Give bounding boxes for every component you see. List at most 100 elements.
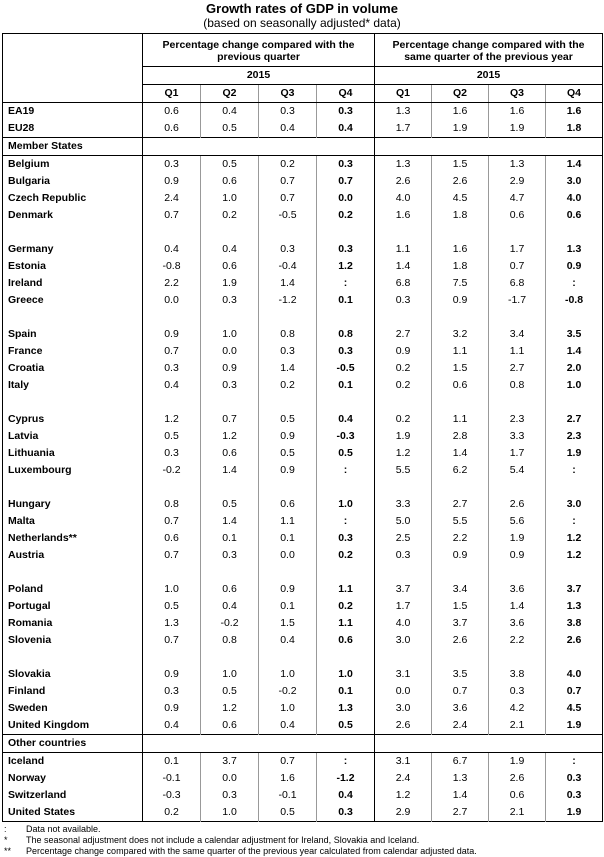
row-label: Germany — [8, 243, 54, 255]
value-cell: 3.2 — [431, 326, 489, 343]
value-cell: 2.9 — [374, 804, 432, 822]
value-cell: 0.7 — [200, 411, 259, 428]
table-row: Slovakia 0.9 1.0 1.0 1.0 3.1 3.5 3.8 4.0 — [3, 666, 603, 683]
table-row: Sweden 0.9 1.2 1.0 1.3 3.0 3.6 4.2 4.5 — [3, 700, 603, 717]
spacer-cell — [3, 309, 143, 326]
value-cell: 1.8 — [431, 258, 489, 275]
row-label: United States — [8, 806, 76, 818]
value-cell: 0.5 — [200, 496, 259, 513]
spacer-row — [3, 479, 603, 496]
value-cell: 0.1 — [258, 530, 317, 547]
value-cell: 3.8 — [488, 666, 546, 683]
value-cell: 2.1 — [488, 804, 546, 822]
value-cell: 0.7 — [316, 173, 375, 190]
value-cell: 4.7 — [488, 190, 546, 207]
value-cell: 0.5 — [200, 120, 259, 138]
value-cell: 0.2 — [142, 804, 201, 822]
value-cell: 0.3 — [142, 445, 201, 462]
value-cell: 2.7 — [544, 411, 603, 428]
value-cell: : — [544, 513, 603, 530]
value-cell: 0.1 — [200, 530, 259, 547]
value-cell: 0.3 — [200, 787, 259, 804]
value-cell: 2.4 — [142, 190, 201, 207]
footnote-symbol: ** — [4, 846, 12, 856]
table-row: Malta 0.7 1.4 1.1:5.0 5.5 5.6: — [3, 513, 603, 530]
spacer-cell — [431, 394, 489, 411]
value-cell: 0.6 — [488, 787, 546, 804]
value-cell: 0.4 — [316, 411, 375, 428]
value-cell: -0.1 — [142, 770, 201, 787]
value-cell: 5.5 — [431, 513, 489, 530]
spacer-cell — [3, 224, 143, 241]
value-cell: 0.4 — [258, 120, 317, 138]
table-row: Latvia 0.5 1.2 0.9 -0.3 1.9 2.8 3.3 2.3 — [3, 428, 603, 445]
spacer-cell — [258, 564, 317, 581]
spacer-cell — [431, 564, 489, 581]
row-label: Greece — [8, 294, 44, 306]
value-cell: 0.3 — [488, 683, 546, 700]
spacer-row — [3, 224, 603, 241]
spacer-cell — [544, 479, 603, 496]
value-cell: 4.0 — [374, 615, 432, 632]
header-year-2: 2015 — [373, 66, 603, 85]
value-cell: 0.0 — [200, 770, 259, 787]
value-cell: 1.4 — [374, 258, 432, 275]
value-cell: 0.3 — [316, 241, 375, 258]
value-cell: 0.6 — [200, 258, 259, 275]
table-row: Italy 0.4 0.3 0.2 0.1 0.2 0.6 0.8 1.0 — [3, 377, 603, 394]
spacer-cell — [200, 224, 259, 241]
table-row: Spain 0.9 1.0 0.8 0.8 2.7 3.2 3.4 3.5 — [3, 326, 603, 343]
value-cell: 0.0 — [374, 683, 432, 700]
value-cell: 1.6 — [258, 770, 317, 787]
value-cell: 0.9 — [142, 666, 201, 683]
spacer-cell — [142, 394, 201, 411]
spacer-cell — [374, 564, 432, 581]
spacer-cell — [488, 309, 546, 326]
table-row: United Kingdom 0.4 0.6 0.4 0.5 2.6 2.4 2.1 1.9 — [3, 717, 603, 735]
value-cell: 2.6 — [488, 496, 546, 513]
row-label: United Kingdom — [8, 719, 90, 731]
header-quarter-q3: Q3 — [258, 84, 317, 103]
section-row: Member States — [2, 137, 603, 156]
table-row: Netherlands** 0.6 0.1 0.1 0.3 2.5 2.2 1.9 1.2 — [3, 530, 603, 547]
spacer-cell — [431, 649, 489, 666]
row-label: Luxembourg — [8, 464, 72, 476]
value-cell: 0.6 — [258, 496, 317, 513]
value-cell: 3.7 — [200, 752, 259, 770]
value-cell: 3.0 — [374, 700, 432, 717]
value-cell: 1.0 — [200, 666, 259, 683]
value-cell: -0.1 — [258, 787, 317, 804]
value-cell: 0.3 — [258, 343, 317, 360]
value-cell: 1.9 — [374, 428, 432, 445]
value-cell: -0.5 — [316, 360, 375, 377]
spacer-row — [3, 309, 603, 326]
spacer-cell — [3, 649, 143, 666]
table-body: EA19 0.6 0.4 0.3 0.3 1.3 1.6 1.6 1.6 EU28 0.6 0.5 0.… — [2, 102, 603, 822]
table-row: Slovenia 0.7 0.8 0.4 0.6 3.0 2.6 2.2 2.6 — [3, 632, 603, 649]
value-cell: 0.1 — [142, 752, 201, 770]
value-cell: 0.3 — [316, 530, 375, 547]
spacer-cell — [3, 479, 143, 496]
table-header: Percentage change compared with the prev… — [2, 33, 603, 103]
table-row: Luxembourg -0.2 1.4 0.9:5.5 6.2 5.4: — [3, 462, 603, 479]
value-cell: 0.3 — [374, 292, 432, 309]
section-filler — [200, 137, 259, 156]
value-cell: 0.7 — [258, 190, 317, 207]
value-cell: 1.0 — [200, 326, 259, 343]
value-cell: 1.0 — [142, 581, 201, 598]
value-cell: 2.6 — [431, 173, 489, 190]
table-row: Poland 1.0 0.6 0.9 1.1 3.7 3.4 3.6 3.7 — [3, 581, 603, 598]
value-cell: 1.1 — [316, 581, 375, 598]
value-cell: : — [316, 275, 375, 292]
header-group-previous-year: Percentage change compared with the same… — [373, 33, 603, 67]
value-cell: 0.2 — [258, 155, 317, 173]
value-cell: 1.3 — [544, 598, 603, 615]
value-cell: 0.6 — [142, 102, 201, 120]
value-cell: 0.5 — [200, 683, 259, 700]
row-label: Estonia — [8, 260, 46, 272]
value-cell: 0.9 — [258, 581, 317, 598]
row-label: Belgium — [8, 158, 50, 170]
value-cell: 0.6 — [316, 632, 375, 649]
value-cell: 3.5 — [431, 666, 489, 683]
value-cell: : — [544, 462, 603, 479]
